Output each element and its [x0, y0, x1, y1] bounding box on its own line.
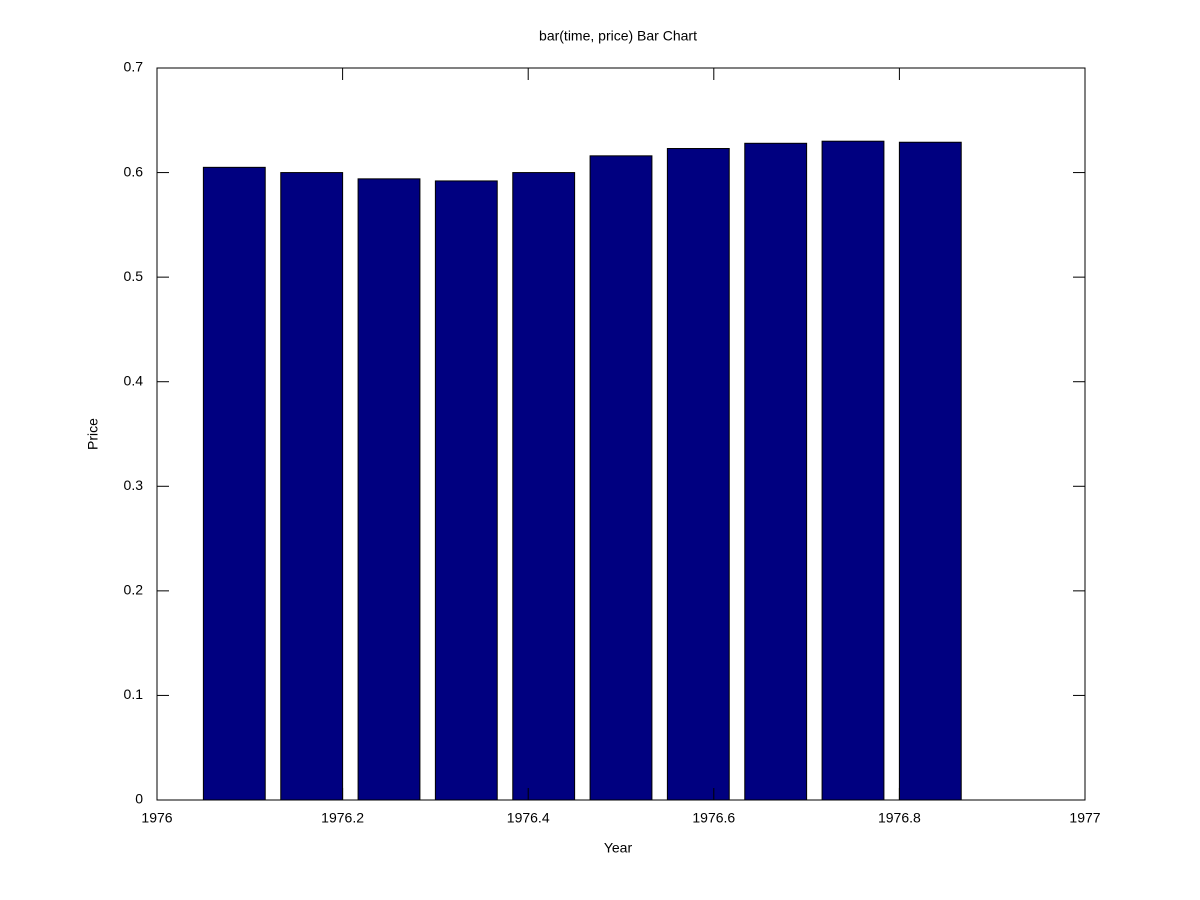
bar: [512, 172, 576, 801]
y-tick-label: 0: [135, 791, 143, 807]
y-tick-label: 0.7: [124, 59, 144, 75]
x-tick-label: 1976.8: [878, 810, 921, 826]
x-tick-label: 1976: [141, 810, 172, 826]
bar: [898, 141, 962, 801]
x-tick-label: 1976.2: [321, 810, 364, 826]
bar: [666, 148, 730, 801]
y-tick-label: 0.1: [124, 686, 144, 702]
x-axis-label: Year: [604, 840, 633, 856]
y-tick-label: 0.5: [124, 268, 144, 284]
y-tick-label: 0.4: [124, 372, 144, 388]
plot-frame: [156, 67, 1086, 801]
y-tick-label: 0.6: [124, 163, 144, 179]
chart-title: bar(time, price) Bar Chart: [539, 28, 697, 44]
x-tick-label: 1976.6: [692, 810, 735, 826]
x-tick-label: 1976.4: [507, 810, 550, 826]
bar: [357, 178, 421, 801]
bar: [280, 172, 344, 801]
y-axis-label: Price: [85, 418, 101, 450]
bar: [589, 155, 653, 801]
y-tick-label: 0.2: [124, 582, 144, 598]
bar: [821, 140, 885, 801]
bar: [434, 180, 498, 801]
bar: [202, 166, 266, 801]
y-tick-label: 0.3: [124, 477, 144, 493]
x-tick-label: 1977: [1069, 810, 1100, 826]
bar: [744, 142, 808, 801]
